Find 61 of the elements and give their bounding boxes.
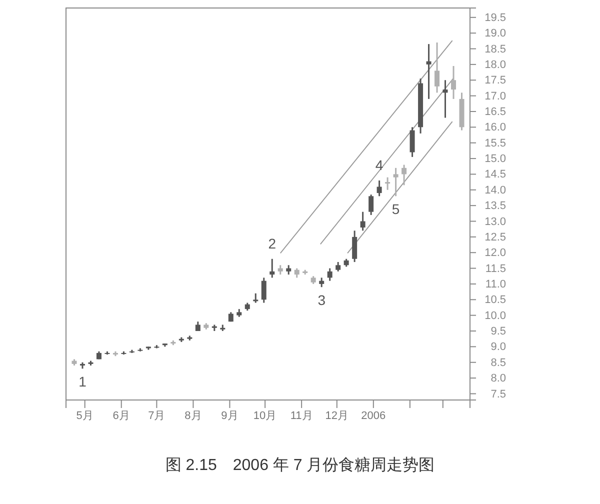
candlestick xyxy=(319,276,324,288)
y-tick-label: 14.5 xyxy=(484,168,506,181)
y-tick-label: 7.5 xyxy=(490,388,506,400)
x-tick-label: 8月 xyxy=(184,410,202,422)
candlestick xyxy=(352,230,358,263)
y-tick-label: 18.5 xyxy=(484,43,506,56)
y-tick-label: 8.0 xyxy=(490,372,506,385)
x-tick-label: 12月 xyxy=(325,410,349,422)
y-tick-label: 10.0 xyxy=(484,310,506,322)
candlestick xyxy=(410,126,415,158)
candlestick xyxy=(368,194,374,216)
candlestick xyxy=(376,180,382,197)
y-tick-label: 17.0 xyxy=(484,90,506,102)
y-tick-label: 9.5 xyxy=(490,326,506,338)
x-tick-label: 10月 xyxy=(253,410,277,422)
y-tick-label: 9.0 xyxy=(490,341,506,354)
candlestick xyxy=(294,268,300,278)
annotation: 5 xyxy=(392,200,400,217)
x-tick-label: 11月 xyxy=(290,410,313,422)
candlestick xyxy=(278,264,283,276)
y-tick-label: 15.5 xyxy=(484,137,506,150)
candlestick xyxy=(385,176,390,191)
candlestick xyxy=(402,164,407,186)
y-tick-label: 16.0 xyxy=(484,122,506,134)
candlestick xyxy=(426,43,432,100)
y-tick-label: 17.5 xyxy=(484,74,506,87)
y-tick-label: 19.5 xyxy=(484,12,506,24)
x-tick-label: 2006 xyxy=(361,410,386,422)
y-tick-label: 11.0 xyxy=(485,278,506,290)
y-tick-label: 15.0 xyxy=(484,153,506,166)
candlestick xyxy=(451,65,456,100)
annotation: 4 xyxy=(375,157,384,174)
candlestick xyxy=(442,79,448,119)
y-tick-label: 12.5 xyxy=(484,231,506,244)
text: 图 2.15 2006 年 7 月份食糖周走势图 xyxy=(165,456,435,474)
x-tick-label: 9月 xyxy=(221,410,238,422)
y-tick-label: 14.0 xyxy=(484,184,506,196)
candlestick xyxy=(327,268,332,282)
candlestick xyxy=(253,292,258,304)
candlestick xyxy=(336,261,341,272)
y-tick-label: 13.0 xyxy=(484,216,506,228)
y-tick-label: 12.0 xyxy=(484,247,506,260)
candlestick xyxy=(393,167,398,197)
y-tick-label: 8.5 xyxy=(490,356,506,369)
y-tick-label: 16.5 xyxy=(484,106,506,118)
annotation: 3 xyxy=(318,292,326,308)
y-tick-label: 13.5 xyxy=(484,200,506,212)
annotation: 1 xyxy=(78,373,87,390)
x-tick-label: 6月 xyxy=(112,410,130,422)
annotation: 2 xyxy=(268,236,276,252)
y-tick-label: 18.0 xyxy=(484,58,506,71)
y-tick-label: 11.5 xyxy=(485,262,506,275)
candlestick xyxy=(286,264,292,276)
candlestick xyxy=(434,42,440,94)
candlestick xyxy=(360,211,366,232)
y-tick-label: 19.0 xyxy=(484,28,506,40)
candlestick xyxy=(261,276,266,304)
candlestick xyxy=(270,258,275,278)
x-tick-label: 5月 xyxy=(76,410,94,422)
x-tick-label: 7月 xyxy=(148,410,166,422)
y-tick-label: 10.5 xyxy=(484,294,506,306)
